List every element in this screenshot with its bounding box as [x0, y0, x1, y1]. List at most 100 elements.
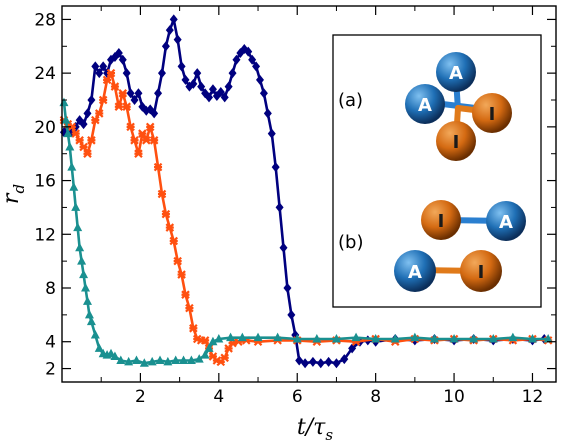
- data-point: [153, 162, 163, 172]
- data-point: [79, 142, 88, 152]
- data-point: [147, 356, 157, 366]
- data-point: [543, 334, 553, 343]
- data-point: [134, 149, 143, 158]
- plot-frame: [61, 5, 557, 383]
- data-point: [248, 54, 257, 65]
- data-point: [138, 129, 147, 138]
- data-point: [194, 354, 204, 363]
- data-point: [157, 68, 166, 79]
- y-tick-label: 4: [45, 333, 56, 353]
- data-point: [87, 95, 96, 105]
- data-point: [134, 88, 143, 99]
- series-2: [59, 97, 553, 367]
- data-point: [130, 95, 139, 105]
- ball-a-top-sphere: [436, 52, 476, 92]
- data-point: [331, 334, 341, 343]
- data-point: [91, 61, 100, 72]
- data-point: [124, 356, 134, 366]
- ball-b-top-a: A: [486, 201, 526, 241]
- label-main: r: [0, 192, 24, 204]
- y-tick-label: 8: [45, 279, 56, 299]
- data-point: [81, 283, 91, 292]
- data-point: [61, 115, 71, 124]
- inset-frame: [332, 34, 542, 308]
- data-point: [161, 209, 171, 219]
- ball-b-top-i: I: [421, 200, 461, 240]
- x-tick-label: 2: [135, 387, 146, 407]
- x-axis-label: t/τs: [297, 415, 333, 442]
- y-tick-label: 20: [34, 118, 56, 138]
- data-point: [295, 355, 304, 366]
- data-point: [94, 109, 104, 118]
- data-point: [200, 336, 210, 345]
- data-point: [308, 356, 317, 367]
- data-point: [332, 358, 341, 369]
- data-point: [271, 162, 280, 173]
- ball-a-left-label: A: [418, 95, 432, 116]
- data-point: [204, 343, 214, 352]
- data-point: [371, 334, 381, 343]
- data-point: [429, 334, 439, 343]
- data-point: [259, 88, 268, 99]
- data-point: [122, 102, 131, 111]
- data-point: [73, 222, 83, 232]
- data-point: [527, 334, 537, 343]
- data-point: [63, 128, 73, 138]
- data-point: [181, 290, 190, 299]
- data-point: [312, 334, 322, 343]
- data-point: [186, 355, 196, 365]
- data-point: [193, 68, 202, 79]
- data-point: [469, 334, 479, 343]
- data-point: [75, 242, 85, 252]
- ball-b-top-a-sphere: [486, 201, 526, 241]
- x-tick-label: 6: [292, 387, 303, 407]
- data-point: [390, 334, 400, 343]
- y-tick-label: 12: [34, 225, 56, 245]
- ball-b-bottom-a-sphere: [394, 250, 436, 292]
- data-point: [410, 332, 420, 342]
- data-point: [228, 68, 237, 79]
- data-point: [87, 136, 96, 145]
- data-point: [283, 283, 292, 293]
- data-point: [77, 256, 87, 265]
- data-point: [232, 54, 241, 65]
- data-point: [185, 303, 194, 313]
- data-point: [244, 46, 253, 57]
- data-point: [110, 82, 120, 91]
- data-point: [157, 189, 167, 199]
- ball-a-left: A: [405, 84, 445, 124]
- data-point: [173, 256, 182, 266]
- data-point: [508, 332, 518, 342]
- data-point: [488, 334, 498, 343]
- y-tick-label: 24: [34, 64, 56, 84]
- data-point: [177, 270, 186, 279]
- data-point: [181, 74, 190, 85]
- data-point: [98, 95, 108, 105]
- data-point: [102, 75, 112, 85]
- ball-a-bottom-label: I: [453, 132, 460, 153]
- data-point: [255, 74, 264, 85]
- label-subscript: d: [10, 184, 28, 194]
- data-point: [163, 356, 173, 366]
- data-point: [150, 108, 159, 119]
- data-point: [65, 142, 75, 151]
- ball-a-bottom-sphere: [436, 121, 476, 161]
- data-point: [292, 334, 302, 343]
- y-tick-label: 28: [34, 10, 56, 30]
- data-point: [214, 334, 224, 343]
- data-point: [177, 61, 186, 72]
- x-tick-label: 4: [213, 387, 224, 407]
- ball-b-bottom-i-sphere: [460, 250, 502, 292]
- data-point: [348, 343, 357, 354]
- data-point: [216, 86, 225, 97]
- data-point: [316, 358, 325, 369]
- data-point: [69, 182, 79, 191]
- data-point: [208, 84, 217, 95]
- data-point: [220, 353, 229, 363]
- data-point: [118, 89, 128, 98]
- ball-b-top-i-label: I: [438, 211, 445, 232]
- data-point: [84, 309, 94, 319]
- data-point: [130, 136, 139, 145]
